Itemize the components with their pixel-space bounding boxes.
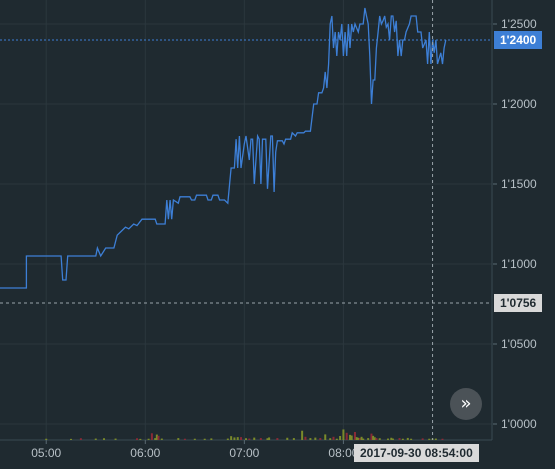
volume-bar-13 [160, 438, 163, 440]
last-price-tag: 1'2400 [494, 31, 543, 49]
price-line [0, 7, 447, 289]
volume-bar-6 [136, 438, 139, 440]
volume-bar-30 [276, 438, 279, 440]
volume-bar-35 [309, 438, 312, 440]
volume-bar-24 [245, 438, 247, 440]
price-axis[interactable]: 1'0000 1'0500 1'1000 1'1500 1'2000 1'2500 [493, 0, 555, 440]
x-tick-label-3: 08:00 [328, 446, 358, 460]
volume-bar-58 [378, 438, 381, 440]
volume-bar-67 [428, 438, 431, 440]
price-series [0, 7, 447, 289]
y-tick-label-0: 1'0000 [501, 417, 537, 431]
volume-bar-57 [375, 438, 378, 440]
volume-bar-29 [268, 437, 271, 440]
volume-bar-70 [441, 438, 444, 440]
volume-bar-45 [349, 434, 352, 440]
volume-bar-52 [362, 438, 365, 440]
volume-bar-34 [304, 436, 307, 440]
volume-bar-16 [193, 438, 196, 440]
chart-grid: 05:00 06:00 07:00 08:00 [0, 0, 493, 460]
volume-bar-64 [406, 437, 409, 440]
volume-bar-55 [372, 435, 375, 440]
volume-bar-61 [391, 438, 394, 440]
volume-bar-46 [350, 435, 353, 440]
volume-bar-27 [259, 438, 262, 440]
volume-bar-51 [360, 436, 363, 440]
crosshair-time-tag: 2017-09-30 08:54:00 [354, 444, 479, 462]
x-tick-label-1: 06:00 [130, 446, 160, 460]
volume-bar-59 [386, 438, 389, 440]
volume-bar-63 [401, 438, 404, 440]
crosshair [0, 0, 492, 440]
x-tick-label-2: 07:00 [229, 446, 259, 460]
volume-bar-31 [286, 437, 289, 440]
volume-bar-9 [150, 433, 153, 440]
y-tick-label-1: 1'0500 [501, 337, 537, 351]
volume-bar-39 [329, 438, 332, 440]
volume-bar-25 [248, 438, 251, 440]
scroll-to-latest-button[interactable]: » [450, 388, 482, 420]
volume-bar-43 [342, 429, 345, 440]
volume-bars [45, 429, 444, 440]
volume-bar-5 [114, 438, 117, 440]
volume-bar-11 [155, 434, 158, 440]
volume-bar-20 [230, 436, 233, 440]
volume-bar-4 [103, 438, 106, 440]
volume-bar-15 [183, 438, 186, 440]
volume-bar-22 [236, 437, 239, 440]
volume-bar-21 [233, 437, 236, 440]
volume-bar-49 [357, 437, 360, 440]
volume-bar-18 [210, 438, 213, 440]
volume-bar-2 [79, 438, 82, 440]
volume-bar-32 [292, 438, 295, 440]
volume-bar-66 [421, 438, 424, 440]
volume-bar-10 [154, 438, 157, 440]
volume-bar-37 [319, 438, 322, 440]
volume-bar-41 [335, 438, 338, 440]
volume-bar-42 [339, 436, 342, 440]
volume-bar-53 [367, 438, 370, 440]
y-tick-label-4: 1'2000 [501, 97, 537, 111]
volume-bar-14 [177, 438, 180, 440]
volume-bar-54 [370, 433, 373, 440]
volume-bar-3 [94, 438, 97, 440]
volume-bar-40 [332, 436, 335, 440]
volume-bar-69 [434, 438, 437, 440]
volume-bar-17 [203, 438, 206, 440]
volume-bar-38 [324, 434, 327, 440]
y-tick-label-2: 1'1000 [501, 257, 537, 271]
volume-bar-36 [314, 437, 317, 440]
price-axis-labels: 1'0000 1'0500 1'1000 1'1500 1'2000 1'2500 [493, 17, 537, 431]
volume-bar-8 [147, 438, 150, 440]
x-tick-label-0: 05:00 [31, 446, 61, 460]
volume-bar-44 [345, 432, 348, 440]
volume-bar-47 [353, 432, 356, 440]
volume-bar-48 [355, 437, 358, 440]
volume-bar-19 [226, 438, 229, 440]
y-tick-label-5: 1'2500 [501, 17, 537, 31]
volume-bar-65 [410, 438, 413, 440]
volume-bar-7 [139, 438, 142, 440]
volume-bar-50 [358, 438, 361, 440]
volume-bar-33 [301, 430, 304, 440]
volume-bar-23 [240, 437, 243, 440]
volume-bar-12 [157, 435, 160, 440]
volume-bar-62 [398, 438, 401, 440]
volume-bar-60 [390, 437, 393, 440]
crosshair-price-tag: 1'0756 [494, 294, 543, 313]
volume-bar-1 [69, 438, 72, 440]
volume-bar-56 [373, 437, 376, 440]
volume-bar-0 [45, 438, 48, 440]
volume-bar-28 [266, 438, 269, 440]
y-tick-label-3: 1'1500 [501, 177, 537, 191]
volume-bar-26 [253, 437, 256, 440]
